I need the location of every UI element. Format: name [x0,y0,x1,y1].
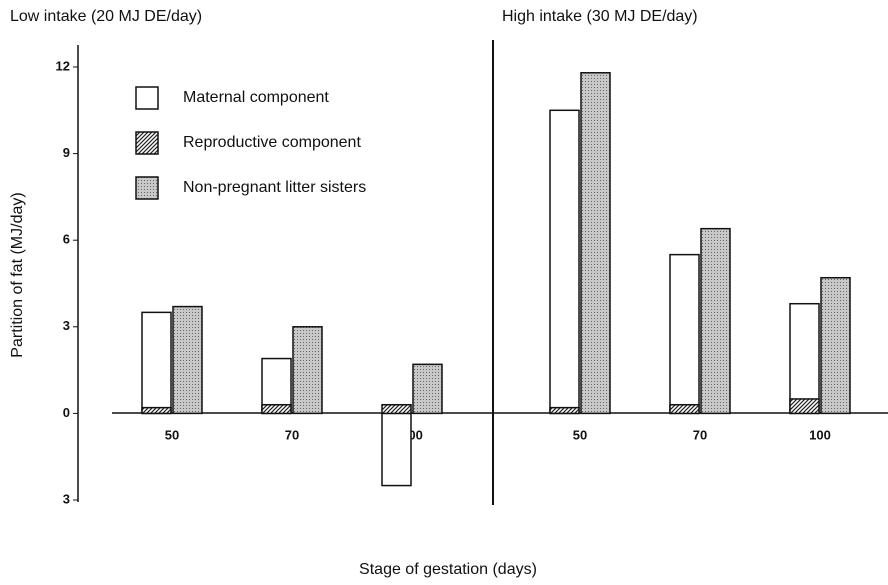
bar [412,363,443,415]
bar [789,398,820,415]
x-tick-label: 70 [693,427,707,442]
panel-title: Low intake (20 MJ DE/day) [10,8,202,25]
bar [549,109,580,415]
y-tick-label: 9 [63,145,70,160]
bar [669,403,700,415]
bar [141,406,172,415]
y-tick-label: 0 [63,405,70,420]
x-tick-label: 100 [809,427,831,442]
bar [669,253,700,415]
bar [141,311,172,415]
bar [549,406,580,415]
legend-label: Non-pregnant litter sisters [183,179,366,196]
bar [820,276,851,415]
bar [292,326,323,415]
bar [261,403,292,415]
bar [789,302,820,415]
bar [381,403,412,415]
legend-swatch [135,131,159,155]
panel-title: High intake (30 MJ DE/day) [502,8,698,25]
y-axis-label: Partition of fat (MJ/day) [9,192,26,357]
bar [580,72,611,415]
y-tick-label: 12 [56,58,70,73]
legend-swatch [135,176,159,200]
legend-label: Maternal component [183,89,329,106]
y-tick-label: 3 [63,491,70,506]
bar [172,305,203,415]
x-tick-label: 50 [165,427,179,442]
bar [381,412,412,487]
bar [700,227,731,415]
x-axis-label: Stage of gestation (days) [359,561,537,578]
legend-swatch [135,86,159,110]
y-tick-label: 3 [63,318,70,333]
x-tick-label: 70 [285,427,299,442]
x-tick-label: 50 [573,427,587,442]
y-tick-label: 6 [63,232,70,247]
legend-label: Reproductive component [183,134,361,151]
